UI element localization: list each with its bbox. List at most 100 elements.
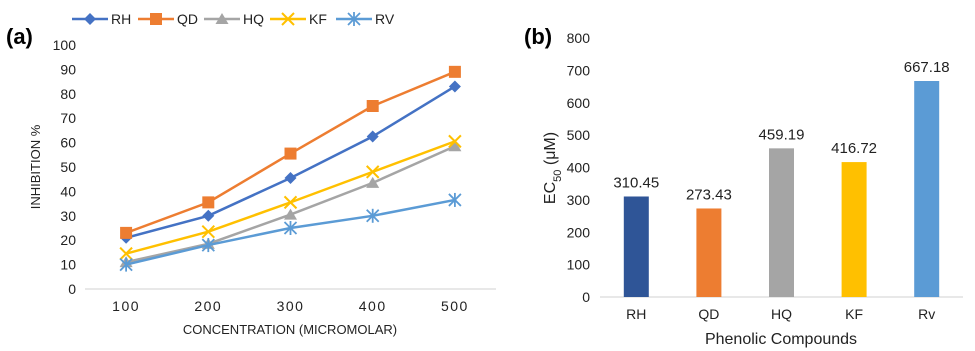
data-point [448, 80, 461, 93]
chart-b-y-axis-label-subscript: 50 [552, 170, 564, 182]
legend-label: KF [309, 11, 327, 27]
data-point [366, 176, 380, 188]
y-tick-label: 300 [567, 192, 591, 208]
series-kf [119, 134, 462, 261]
data-point [120, 226, 133, 239]
data-label: 459.19 [759, 126, 805, 143]
data-point [366, 100, 379, 112]
y-tick-label: 90 [60, 61, 76, 77]
chart-a-y-axis-label: INHIBITION % [28, 124, 43, 209]
legend-marker [150, 13, 162, 25]
x-tick-label: 100 [112, 298, 140, 314]
chart-b-y-ticks: 0 100 200 300 400 500 600 700 800 [567, 30, 591, 305]
y-tick-label: 0 [582, 289, 590, 305]
x-tick-label: 500 [441, 298, 469, 314]
chart-a-x-axis-label: CONCENTRATION (MICROMOLAR) [183, 322, 397, 337]
series-line [125, 145, 456, 264]
data-point [366, 208, 380, 223]
x-tick-label: HQ [771, 306, 792, 322]
data-point [366, 130, 379, 143]
chart-a-y-ticks: 0 10 20 30 40 50 60 70 80 90 100 [53, 37, 77, 297]
bar-rh [623, 196, 649, 297]
y-tick-label: 400 [567, 160, 591, 176]
legend-label: RH [111, 11, 131, 27]
data-point [201, 238, 215, 253]
legend-item-rv: RV [336, 11, 395, 27]
y-tick-label: 800 [567, 30, 591, 46]
legend-label: RV [375, 11, 395, 27]
y-tick-label: 70 [60, 110, 76, 126]
data-point [448, 134, 462, 149]
bar-kf [841, 162, 867, 297]
y-tick-label: 50 [60, 159, 76, 175]
data-point [283, 221, 298, 235]
y-tick-label: 80 [60, 86, 76, 102]
y-tick-label: 10 [60, 257, 76, 273]
y-tick-label: 600 [567, 95, 591, 111]
data-point [119, 257, 133, 272]
chart-a-x-ticks: 100 200 300 400 500 [112, 298, 469, 314]
y-tick-label: 40 [60, 183, 76, 199]
data-point [202, 209, 215, 222]
y-tick-label: 0 [68, 281, 76, 297]
data-point [448, 65, 461, 78]
chart-a-series [119, 65, 462, 272]
chart-b-y-axis-label-main: EC [542, 182, 559, 204]
data-point [201, 224, 216, 239]
y-tick-label: 700 [567, 62, 591, 78]
x-tick-label: 400 [359, 298, 387, 314]
panel-label-b: (b) [524, 24, 552, 49]
legend-item-rh: RH [72, 11, 131, 27]
legend-item-qd: QD [138, 11, 198, 27]
y-tick-label: 200 [567, 224, 591, 240]
chart-b-bars: 310.45 273.43 459.19 416.72 667.18 [613, 59, 950, 297]
legend-label: QD [177, 11, 198, 27]
y-tick-label: 30 [60, 208, 76, 224]
bar-rv [914, 81, 940, 297]
legend-marker [84, 13, 96, 25]
legend-item-hq: HQ [204, 11, 264, 27]
data-point [365, 165, 380, 179]
chart-b-x-ticks: RH QD HQ KF Rv [626, 306, 935, 322]
chart-a-legend: RH QD HQ KF RV [72, 11, 395, 27]
x-tick-label: 300 [277, 298, 305, 314]
data-point [284, 171, 297, 184]
series-rv [119, 192, 462, 272]
data-label: 416.72 [831, 140, 877, 157]
bar-hq [769, 148, 794, 297]
chart-a: (a) RH QD HQ KF RV 0 10 20 30 40 50 60 70 80 90 100 10… [6, 11, 496, 337]
bar-qd [696, 208, 722, 297]
legend-marker [281, 12, 295, 26]
x-tick-label: 200 [194, 298, 222, 314]
data-point [202, 196, 215, 209]
chart-b-y-axis-label-unit: (μM) [542, 132, 559, 170]
panel-label-a: (a) [6, 24, 33, 49]
y-tick-label: 60 [60, 135, 76, 151]
data-point [284, 208, 297, 220]
x-tick-label: Rv [918, 306, 935, 322]
legend-item-kf: KF [270, 11, 327, 27]
legend-marker [347, 12, 361, 26]
y-tick-label: 20 [60, 232, 76, 248]
data-label: 273.43 [686, 186, 732, 203]
chart-b-x-axis-label: Phenolic Compounds [705, 331, 857, 348]
y-tick-label: 100 [567, 257, 591, 273]
data-point [284, 147, 297, 160]
x-tick-label: KF [845, 306, 863, 322]
legend-marker [215, 13, 229, 24]
data-point [119, 246, 133, 261]
data-point [283, 195, 298, 210]
y-tick-label: 100 [53, 37, 77, 53]
legend-label: HQ [243, 11, 264, 27]
chart-b: (b) 0 100 200 300 400 500 600 700 800 310.45 273.… [524, 24, 963, 348]
data-label: 667.18 [904, 59, 950, 76]
chart-b-y-axis-label: EC50 (μM) [542, 132, 564, 204]
x-tick-label: QD [698, 306, 719, 322]
y-tick-label: 500 [567, 127, 591, 143]
data-point [448, 192, 462, 207]
data-point [448, 140, 462, 152]
series-qd [120, 65, 461, 239]
x-tick-label: RH [626, 306, 646, 322]
data-label: 310.45 [613, 174, 659, 191]
